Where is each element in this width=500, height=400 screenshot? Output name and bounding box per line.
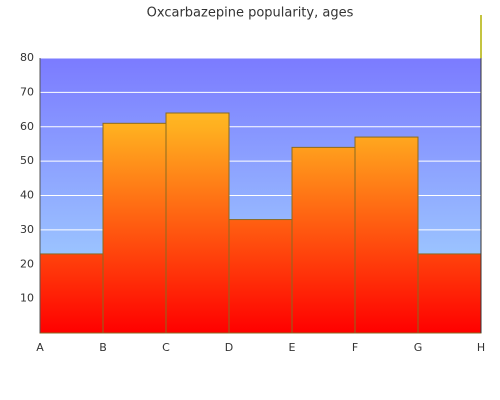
bar bbox=[291, 146, 356, 334]
bar bbox=[165, 112, 230, 334]
bar bbox=[102, 122, 167, 334]
y-tick-label: 70 bbox=[20, 85, 34, 98]
y-tick-label: 10 bbox=[20, 292, 34, 305]
bar bbox=[228, 219, 293, 334]
y-tick-label: 40 bbox=[20, 189, 34, 202]
x-tick-label: E bbox=[289, 341, 296, 354]
y-tick-label: 30 bbox=[20, 223, 34, 236]
x-tick-label: A bbox=[36, 341, 44, 354]
y-tick-label: 60 bbox=[20, 120, 34, 133]
bar bbox=[354, 136, 419, 334]
x-tick-label: F bbox=[352, 341, 358, 354]
y-tick-label: 80 bbox=[20, 51, 34, 64]
y-tick-label: 50 bbox=[20, 154, 34, 167]
x-tick-label: H bbox=[477, 341, 485, 354]
bar bbox=[39, 253, 104, 334]
chart-title: Oxcarbazepine popularity, ages bbox=[147, 6, 354, 21]
y-tick-label: 20 bbox=[20, 257, 34, 270]
x-tick-label: G bbox=[414, 341, 423, 354]
x-tick-label: D bbox=[225, 341, 233, 354]
x-tick-label: C bbox=[162, 341, 170, 354]
bar bbox=[417, 253, 482, 334]
x-tick-label: B bbox=[99, 341, 107, 354]
